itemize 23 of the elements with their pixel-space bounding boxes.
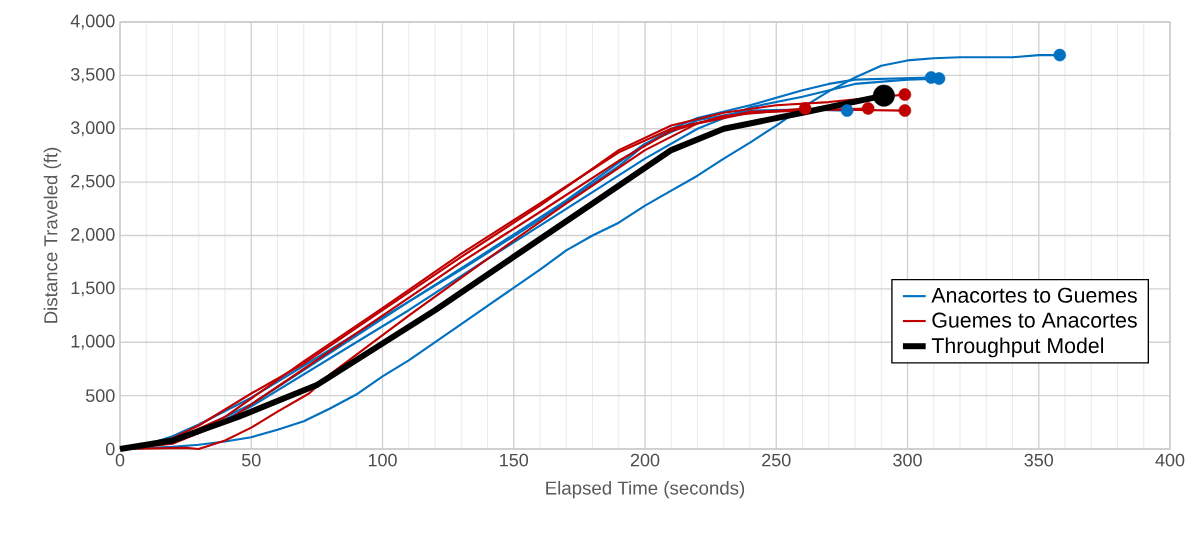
legend-label: Anacortes to Guemes — [931, 287, 1137, 303]
y-tick-label: 2,500 — [71, 174, 115, 190]
y-axis-title: Distance Traveled (ft) — [43, 147, 62, 323]
y-tick-label: 0 — [106, 442, 115, 456]
x-tick-label: 150 — [500, 453, 529, 467]
x-tick-label: 400 — [1155, 453, 1185, 467]
y-tick-label: 4,000 — [70, 14, 115, 30]
y-tick-label: 1,000 — [71, 334, 115, 350]
x-tick-label: 350 — [1024, 453, 1054, 467]
x-tick-label: 50 — [241, 453, 261, 467]
y-tick-label: 3,500 — [70, 67, 115, 83]
x-tick-label: 300 — [893, 453, 922, 467]
y-tick-label: 2,000 — [71, 228, 115, 243]
legend-label: Guemes to Anacortes — [932, 312, 1137, 328]
x-tick-label: 200 — [630, 453, 660, 467]
x-tick-label: 250 — [762, 453, 791, 467]
x-axis-title: Elapsed Time (seconds) — [546, 480, 745, 499]
x-tick-label: 0 — [115, 453, 125, 467]
x-tick-label: 100 — [368, 453, 397, 467]
y-tick-label: 500 — [85, 389, 115, 402]
y-tick-label: 3,000 — [70, 121, 115, 137]
legend-label: Throughput Model — [931, 337, 1104, 358]
y-tick-label: 1,500 — [71, 281, 115, 297]
